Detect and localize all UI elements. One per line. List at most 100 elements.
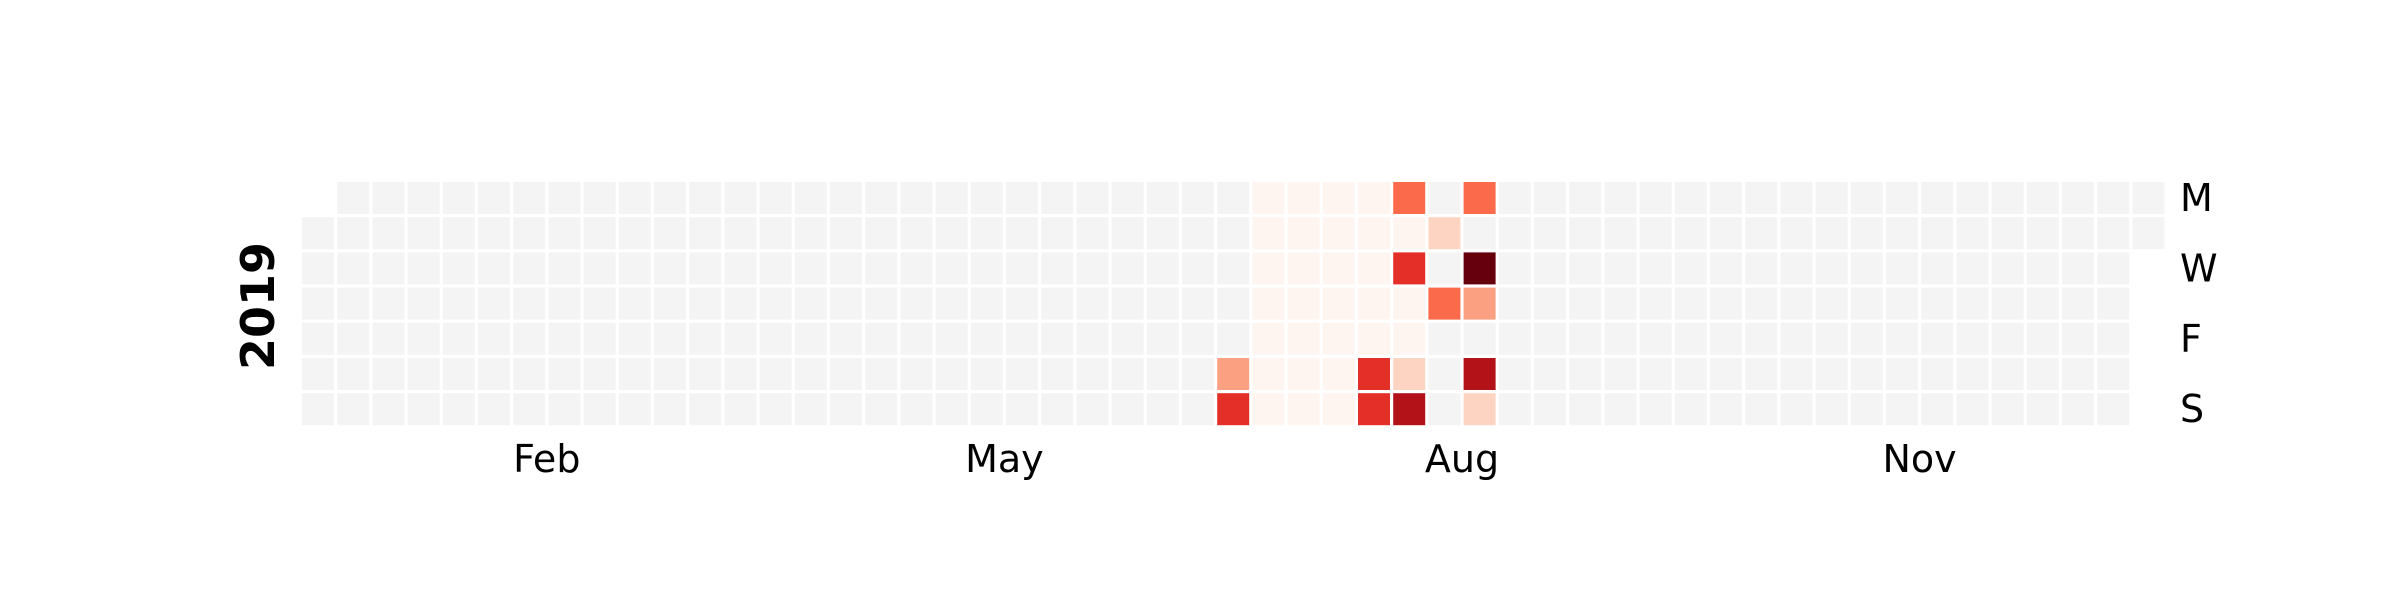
day-cell — [1006, 252, 1038, 285]
day-cell — [302, 287, 334, 320]
day-cell — [935, 393, 968, 426]
day-cell — [2097, 252, 2130, 285]
day-cell — [1252, 358, 1285, 390]
day-cell — [1146, 322, 1179, 355]
day-cell — [407, 358, 440, 390]
day-cell — [1498, 287, 1531, 320]
month-label: Aug — [1425, 437, 1499, 481]
year-label: 2019 — [231, 242, 285, 370]
day-cell — [970, 358, 1003, 390]
day-cell — [1498, 217, 1531, 250]
day-cell — [1710, 182, 1742, 214]
day-cell — [1991, 217, 2024, 250]
day-cell — [548, 252, 581, 285]
day-cell — [478, 393, 510, 426]
day-cell — [1111, 252, 1144, 285]
day-cell — [1111, 182, 1144, 214]
day-cell — [1428, 358, 1461, 390]
day-cell — [759, 252, 792, 285]
day-cell — [337, 252, 370, 285]
day-cell — [1428, 322, 1461, 355]
day-cell — [1745, 287, 1778, 320]
day-cell — [724, 252, 757, 285]
day-cell — [970, 322, 1003, 355]
day-cell — [1393, 322, 1426, 355]
day-cell — [618, 287, 651, 320]
day-cell — [1569, 322, 1602, 355]
day-cell — [1639, 182, 1672, 214]
day-cell — [1287, 252, 1320, 285]
day-cell — [1921, 393, 1954, 426]
day-cell — [407, 252, 440, 285]
day-cell — [1534, 358, 1566, 390]
day-cell — [513, 252, 546, 285]
day-cell — [1252, 322, 1285, 355]
day-cell — [970, 217, 1003, 250]
month-label: Feb — [513, 437, 580, 481]
day-cell — [1815, 252, 1848, 285]
day-cell — [1076, 182, 1109, 214]
day-cell — [1006, 322, 1038, 355]
day-cell — [970, 287, 1003, 320]
day-cell — [372, 393, 405, 426]
day-cell — [689, 393, 722, 426]
day-cell — [442, 358, 475, 390]
day-cell — [1674, 252, 1707, 285]
day-cell — [2062, 217, 2094, 250]
day-cell — [407, 182, 440, 214]
weekday-label: W — [2180, 246, 2218, 290]
day-cell — [900, 217, 933, 250]
day-cell — [337, 393, 370, 426]
day-cell — [337, 182, 370, 214]
day-cell — [900, 393, 933, 426]
day-cell — [1182, 182, 1214, 214]
day-cell — [1710, 358, 1742, 390]
day-cell — [935, 358, 968, 390]
day-cell — [1182, 393, 1214, 426]
day-cell — [442, 182, 475, 214]
day-cell — [1956, 358, 1989, 390]
day-cell — [1534, 217, 1566, 250]
day-cell — [759, 358, 792, 390]
day-cell — [1850, 287, 1883, 320]
day-cell — [2097, 393, 2130, 426]
day-cell — [2062, 358, 2094, 390]
day-cell — [513, 182, 546, 214]
day-cell — [900, 322, 933, 355]
day-cell — [1639, 358, 1672, 390]
day-cell — [1815, 393, 1848, 426]
day-cell — [724, 217, 757, 250]
day-cell — [654, 287, 686, 320]
day-cell — [1780, 217, 1813, 250]
day-cell — [2097, 182, 2130, 214]
day-cell — [2026, 287, 2059, 320]
day-cell — [1745, 182, 1778, 214]
day-cell — [970, 182, 1003, 214]
day-cell — [724, 322, 757, 355]
day-cell — [1076, 393, 1109, 426]
day-cell — [1850, 393, 1883, 426]
day-cell — [1287, 358, 1320, 390]
day-cell — [1146, 287, 1179, 320]
day-cell — [442, 252, 475, 285]
day-cell — [1886, 358, 1918, 390]
day-cell — [618, 322, 651, 355]
day-cell — [1393, 217, 1426, 250]
day-cell — [1921, 252, 1954, 285]
day-cell — [1076, 358, 1109, 390]
day-cell — [689, 252, 722, 285]
day-cell — [1710, 217, 1742, 250]
day-cell — [478, 358, 510, 390]
day-cell — [794, 322, 827, 355]
day-cell — [865, 322, 898, 355]
day-cell — [1463, 182, 1496, 214]
day-cell — [1674, 358, 1707, 390]
day-cell — [1076, 322, 1109, 355]
day-cell — [583, 393, 616, 426]
day-cell — [1358, 182, 1390, 214]
day-cell — [1498, 252, 1531, 285]
day-cell — [935, 182, 968, 214]
day-cell — [654, 252, 686, 285]
day-cell — [302, 252, 334, 285]
